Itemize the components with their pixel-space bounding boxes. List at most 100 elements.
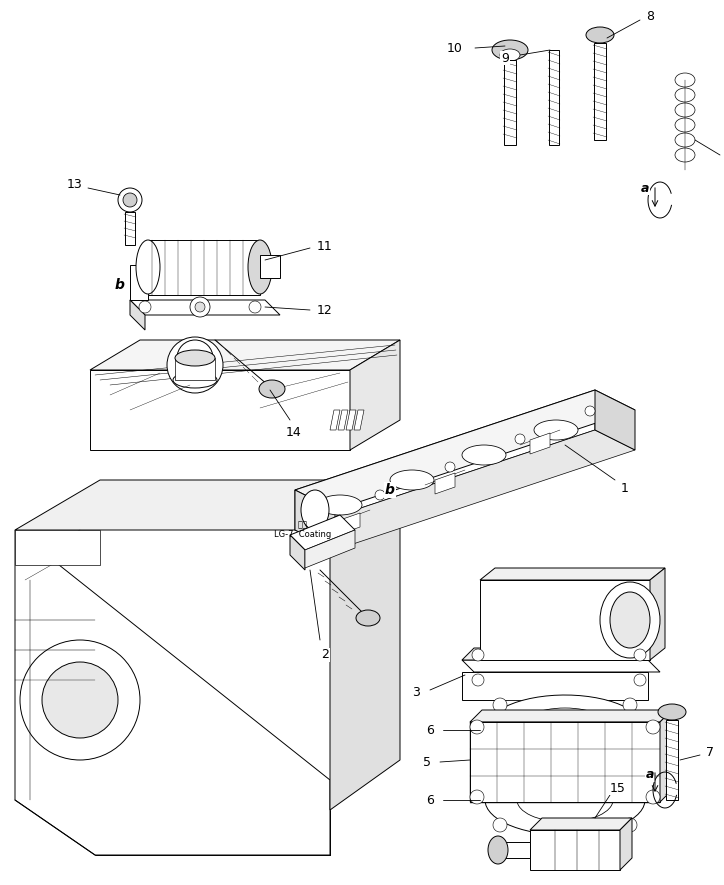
Polygon shape (354, 410, 364, 430)
Polygon shape (15, 480, 400, 530)
Circle shape (472, 649, 484, 661)
Polygon shape (148, 240, 260, 295)
Circle shape (375, 490, 385, 500)
Polygon shape (15, 530, 100, 565)
Polygon shape (130, 265, 148, 300)
Polygon shape (360, 480, 400, 500)
Circle shape (167, 337, 223, 393)
Polygon shape (620, 818, 632, 870)
Polygon shape (295, 390, 635, 510)
Circle shape (177, 340, 213, 376)
Text: 6: 6 (426, 794, 434, 806)
Text: 2: 2 (321, 649, 329, 661)
Ellipse shape (136, 240, 160, 294)
Polygon shape (130, 300, 145, 330)
Polygon shape (175, 358, 215, 380)
Polygon shape (530, 818, 632, 830)
Polygon shape (295, 430, 635, 550)
Circle shape (623, 748, 637, 762)
Polygon shape (330, 410, 340, 430)
Text: 5: 5 (423, 756, 431, 768)
Text: 15: 15 (610, 781, 626, 795)
Polygon shape (260, 255, 280, 278)
Ellipse shape (173, 372, 217, 388)
Circle shape (585, 406, 595, 416)
Polygon shape (346, 410, 356, 430)
Circle shape (623, 698, 637, 712)
Polygon shape (338, 410, 348, 430)
Ellipse shape (600, 582, 660, 658)
Text: b: b (385, 483, 395, 497)
Circle shape (472, 674, 484, 686)
Ellipse shape (492, 40, 528, 60)
Text: 13: 13 (67, 179, 83, 191)
Circle shape (634, 649, 646, 661)
Ellipse shape (658, 704, 686, 720)
Polygon shape (485, 695, 645, 765)
Text: 9: 9 (501, 51, 509, 65)
Ellipse shape (356, 610, 380, 626)
Circle shape (139, 301, 151, 313)
Text: 1: 1 (621, 481, 629, 495)
Polygon shape (470, 722, 660, 802)
Text: 11: 11 (317, 240, 333, 252)
Ellipse shape (390, 470, 434, 490)
Polygon shape (462, 648, 660, 660)
Text: 14: 14 (286, 426, 302, 438)
Circle shape (249, 301, 261, 313)
Ellipse shape (500, 49, 520, 61)
Circle shape (470, 790, 484, 804)
Circle shape (445, 462, 455, 472)
Polygon shape (290, 535, 305, 570)
Polygon shape (500, 842, 530, 858)
Text: a: a (641, 181, 649, 195)
Ellipse shape (506, 714, 534, 726)
Circle shape (470, 720, 484, 734)
Ellipse shape (586, 27, 614, 43)
Polygon shape (130, 300, 280, 315)
Polygon shape (15, 530, 330, 855)
Circle shape (305, 518, 315, 528)
Polygon shape (504, 60, 516, 145)
Circle shape (493, 768, 507, 782)
Circle shape (634, 674, 646, 686)
Ellipse shape (175, 350, 215, 366)
Polygon shape (125, 212, 135, 245)
Polygon shape (290, 515, 355, 550)
Text: 6: 6 (426, 724, 434, 736)
Text: 塗布: 塗布 (298, 520, 308, 529)
Ellipse shape (517, 778, 613, 822)
Ellipse shape (488, 836, 508, 864)
Circle shape (195, 302, 205, 312)
Polygon shape (295, 390, 595, 530)
Text: 10: 10 (447, 42, 463, 55)
Text: 8: 8 (646, 11, 654, 24)
Text: 12: 12 (317, 304, 333, 317)
Circle shape (118, 188, 142, 212)
Text: 7: 7 (706, 745, 714, 758)
Polygon shape (305, 530, 355, 568)
Polygon shape (435, 473, 455, 494)
Polygon shape (90, 370, 350, 450)
Circle shape (623, 768, 637, 782)
Polygon shape (595, 390, 635, 450)
Polygon shape (462, 672, 648, 700)
Polygon shape (480, 568, 665, 580)
Circle shape (123, 193, 137, 207)
Polygon shape (295, 490, 335, 550)
Polygon shape (470, 710, 672, 722)
Polygon shape (330, 480, 400, 810)
Polygon shape (90, 340, 400, 370)
Polygon shape (505, 700, 535, 720)
Text: b: b (115, 278, 125, 292)
Text: a: a (646, 768, 654, 781)
Polygon shape (650, 568, 665, 660)
Polygon shape (660, 710, 672, 802)
Polygon shape (530, 830, 620, 870)
Text: 3: 3 (412, 687, 420, 699)
Circle shape (646, 790, 660, 804)
Ellipse shape (517, 708, 613, 752)
Ellipse shape (462, 445, 506, 465)
Circle shape (42, 662, 118, 738)
Circle shape (646, 720, 660, 734)
